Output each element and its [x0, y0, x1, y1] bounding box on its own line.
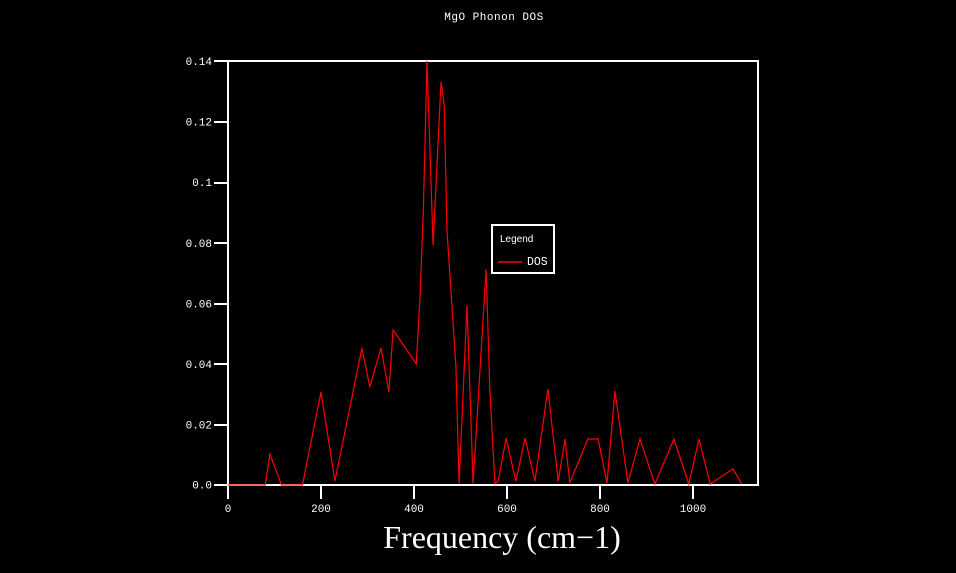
svg-text:400: 400: [404, 504, 424, 516]
svg-text:0.08: 0.08: [186, 239, 212, 251]
svg-text:0.06: 0.06: [186, 300, 212, 312]
svg-text:0.12: 0.12: [186, 118, 212, 130]
svg-text:0.14: 0.14: [186, 57, 213, 69]
svg-text:0.04: 0.04: [186, 360, 213, 372]
svg-text:0.1: 0.1: [192, 178, 212, 190]
svg-text:0: 0: [225, 504, 232, 516]
svg-text:200: 200: [311, 504, 331, 516]
svg-text:0.02: 0.02: [186, 421, 212, 433]
svg-text:Legend: Legend: [500, 234, 533, 245]
svg-text:0.0: 0.0: [192, 481, 212, 493]
svg-text:800: 800: [590, 504, 610, 516]
svg-text:DOS: DOS: [527, 256, 548, 269]
svg-text:1000: 1000: [680, 504, 706, 516]
svg-text:600: 600: [497, 504, 517, 516]
